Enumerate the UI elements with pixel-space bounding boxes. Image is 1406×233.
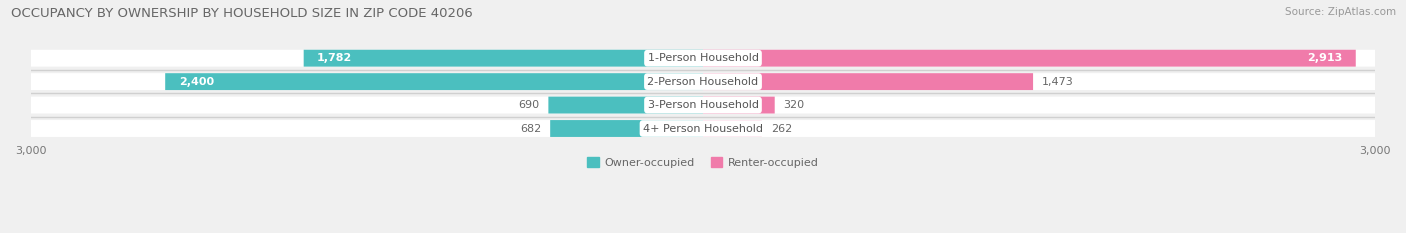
Text: 2,913: 2,913: [1308, 53, 1343, 63]
Text: OCCUPANCY BY OWNERSHIP BY HOUSEHOLD SIZE IN ZIP CODE 40206: OCCUPANCY BY OWNERSHIP BY HOUSEHOLD SIZE…: [11, 7, 472, 20]
Text: 3-Person Household: 3-Person Household: [648, 100, 758, 110]
Text: 682: 682: [520, 123, 541, 134]
FancyBboxPatch shape: [550, 120, 703, 137]
Text: 320: 320: [783, 100, 804, 110]
Text: 262: 262: [770, 123, 792, 134]
FancyBboxPatch shape: [31, 73, 1375, 90]
Text: 2-Person Household: 2-Person Household: [647, 77, 759, 87]
Text: Source: ZipAtlas.com: Source: ZipAtlas.com: [1285, 7, 1396, 17]
FancyBboxPatch shape: [165, 73, 703, 90]
FancyBboxPatch shape: [703, 120, 762, 137]
Text: 4+ Person Household: 4+ Person Household: [643, 123, 763, 134]
Legend: Owner-occupied, Renter-occupied: Owner-occupied, Renter-occupied: [583, 153, 823, 172]
Text: 690: 690: [519, 100, 540, 110]
FancyBboxPatch shape: [304, 50, 703, 67]
FancyBboxPatch shape: [703, 73, 1033, 90]
Text: 2,400: 2,400: [179, 77, 214, 87]
Text: 1,782: 1,782: [318, 53, 353, 63]
Text: 1-Person Household: 1-Person Household: [648, 53, 758, 63]
FancyBboxPatch shape: [31, 97, 1375, 113]
FancyBboxPatch shape: [703, 97, 775, 113]
FancyBboxPatch shape: [703, 50, 1355, 67]
FancyBboxPatch shape: [31, 120, 1375, 137]
Text: 1,473: 1,473: [1042, 77, 1074, 87]
FancyBboxPatch shape: [548, 97, 703, 113]
FancyBboxPatch shape: [31, 50, 1375, 67]
